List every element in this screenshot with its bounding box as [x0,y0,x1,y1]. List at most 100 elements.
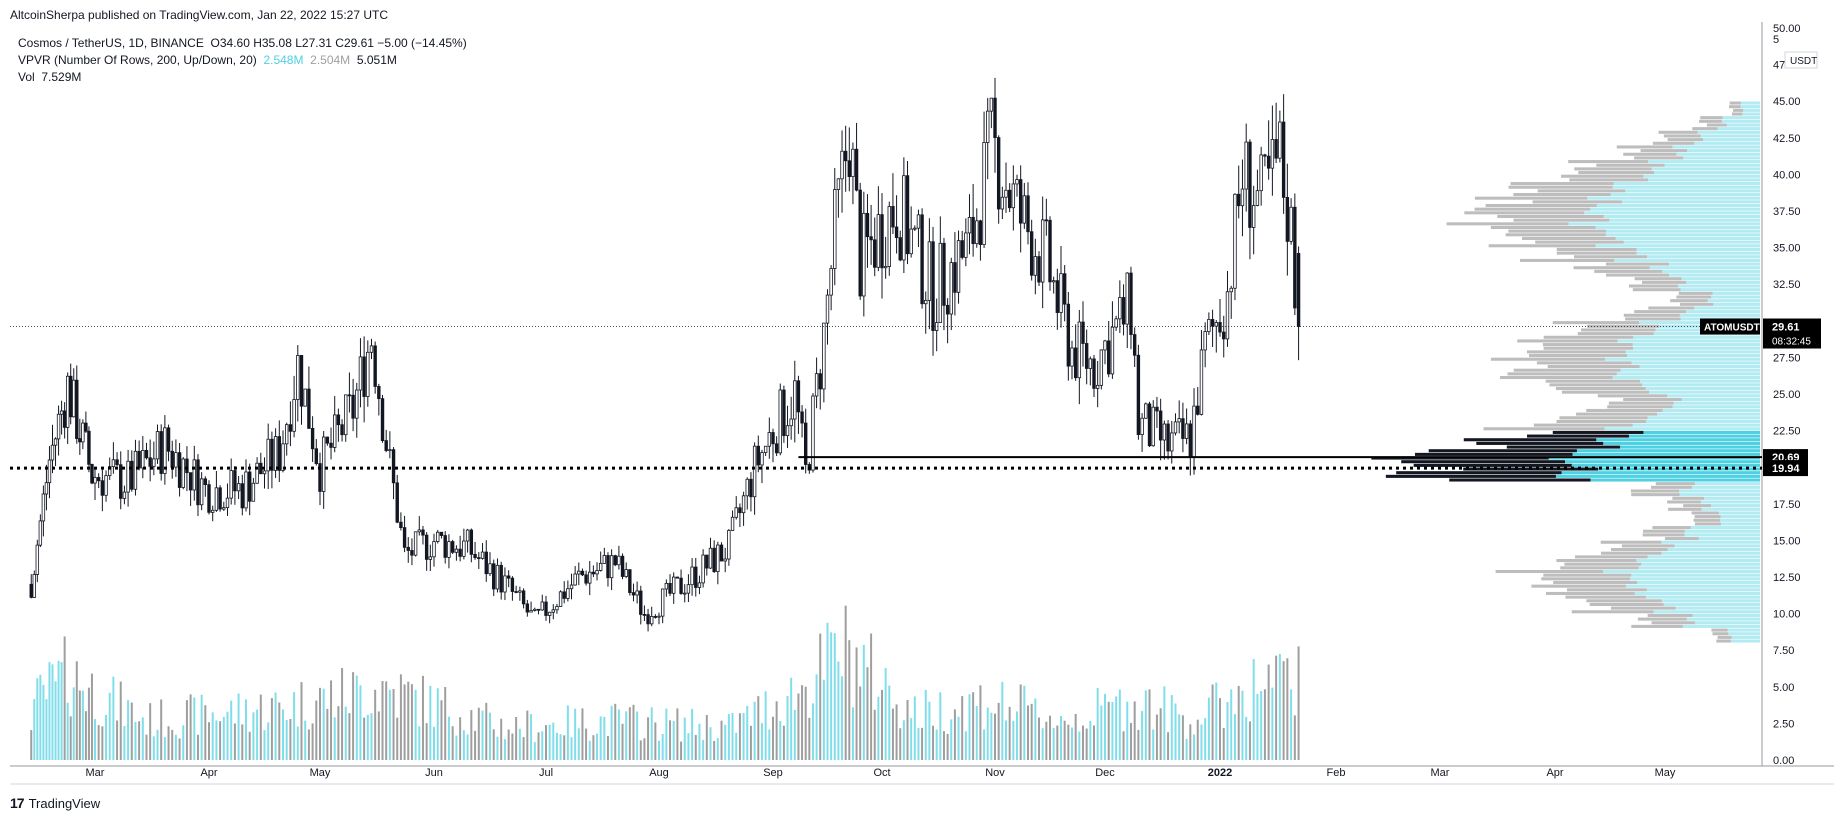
candle-body [1081,321,1085,344]
volume-bar [1041,728,1044,760]
volume-bar [1133,701,1136,760]
volume-bar [189,694,192,760]
volume-bar [152,736,155,760]
volume-bar [87,687,90,760]
volume-bar [895,704,898,760]
candle-body [1026,195,1030,233]
volume-legend-row[interactable]: Vol 7.529M [18,69,467,86]
candle-body [362,356,366,397]
candle-body [1270,139,1275,169]
volume-profile-down-bar [1628,284,1679,288]
volume-bar [425,723,428,760]
tradingview-footer[interactable]: 17 TradingView [10,795,100,811]
candle-body [1088,358,1093,369]
candle-body [1140,417,1144,435]
volume-profile-up-bar [1700,500,1760,504]
volume-profile-down-bar [1485,203,1597,208]
candle-body [1103,340,1107,351]
volume-bar [54,681,57,760]
volume-bar [1215,682,1218,760]
candle-body [462,540,466,557]
volume-profile-down-bar [1632,288,1681,292]
volume-profile-down-bar [1575,555,1648,559]
candle-body [785,425,790,437]
candle-body [47,459,52,484]
volume-bar [1148,689,1151,760]
volume-bar [407,681,410,760]
candle-body [756,445,760,466]
volume-bar [1163,686,1166,760]
volume-bar [219,721,222,760]
x-tick-label: 2022 [1208,767,1232,779]
volume-profile-up-bar [1654,171,1760,175]
volume-bar [304,720,307,760]
candle-body [1129,272,1133,335]
volume-bar [946,733,949,760]
candle-body [1237,193,1241,207]
currency-badge[interactable] [1784,51,1818,69]
price-chart[interactable]: 50.0047.5045.0042.5040.0037.5035.0032.50… [0,0,1834,790]
candle-body [913,227,917,230]
volume-bar [511,733,514,760]
volume-profile-down-bar [1670,299,1708,303]
volume-bar [779,720,782,760]
volume-profile-up-bar [1694,141,1760,145]
volume-profile-up-bar [1720,515,1760,519]
candle-body [804,422,808,465]
candle-body [166,427,171,452]
volume-profile-up-bar [1642,383,1760,387]
candle-body [869,236,873,241]
volume-profile-down-bar [1576,412,1657,416]
volume-profile-up-bar [1620,368,1760,372]
vpvr-legend-row[interactable]: VPVR (Number Of Rows, 200, Up/Down, 20) … [18,52,467,69]
volume-profile-down-bar [1535,240,1624,244]
candle-body [898,237,902,261]
volume-profile-up-bar [1615,236,1760,240]
candle-body [843,150,848,162]
publisher-line: AltcoinSherpa published on TradingView.c… [10,8,389,22]
candle-body [540,601,544,611]
candle-body [883,266,888,269]
candle-body [421,529,425,536]
symbol-legend-row[interactable]: Cosmos / TetherUS, 1D, BINANCE O34.60 H3… [18,35,467,52]
candle-body [544,601,548,616]
volume-bar [884,668,887,760]
candle-body [989,97,994,112]
candle-body [192,459,196,491]
volume-value: 7.529M [41,70,82,84]
volume-profile-up-bar [1720,522,1760,526]
candle-body [628,569,632,593]
candle-body [822,322,826,390]
volume-profile-down-bar [1508,185,1613,189]
volume-profile-up-bar [1584,211,1760,215]
x-tick-label: Apr [200,767,217,779]
volume-bar [749,725,752,760]
volume-bar [881,689,883,760]
volume-profile-down-bar [1731,112,1743,116]
volume-bar [282,709,284,760]
volume-bar [447,716,450,760]
candle-body [573,573,577,586]
candle-body [876,214,881,268]
candle-body [115,459,119,466]
volume-bar [515,717,518,760]
volume-bar [694,734,697,760]
candle-body [44,482,49,495]
volume-bar [720,720,723,760]
candle-body [1007,189,1012,209]
volume-bar [888,685,891,760]
volume-bar [1230,689,1233,760]
volume-profile-up-bar [1711,504,1760,508]
candle-body [551,609,555,613]
volume-profile-up-bar [1683,156,1760,160]
symbol-tag-label: ATOMUSDT [1704,323,1760,334]
volume-profile-down-bar [1668,507,1702,511]
candle-body [650,616,654,625]
volume-bar [30,730,33,760]
volume-profile-up-bar [1679,493,1760,497]
volume-profile-down-bar [1631,624,1683,628]
volume-bar [418,726,421,760]
x-tick-label: Mar [86,767,105,779]
candle-body [1229,287,1233,293]
candle-body [59,410,64,415]
